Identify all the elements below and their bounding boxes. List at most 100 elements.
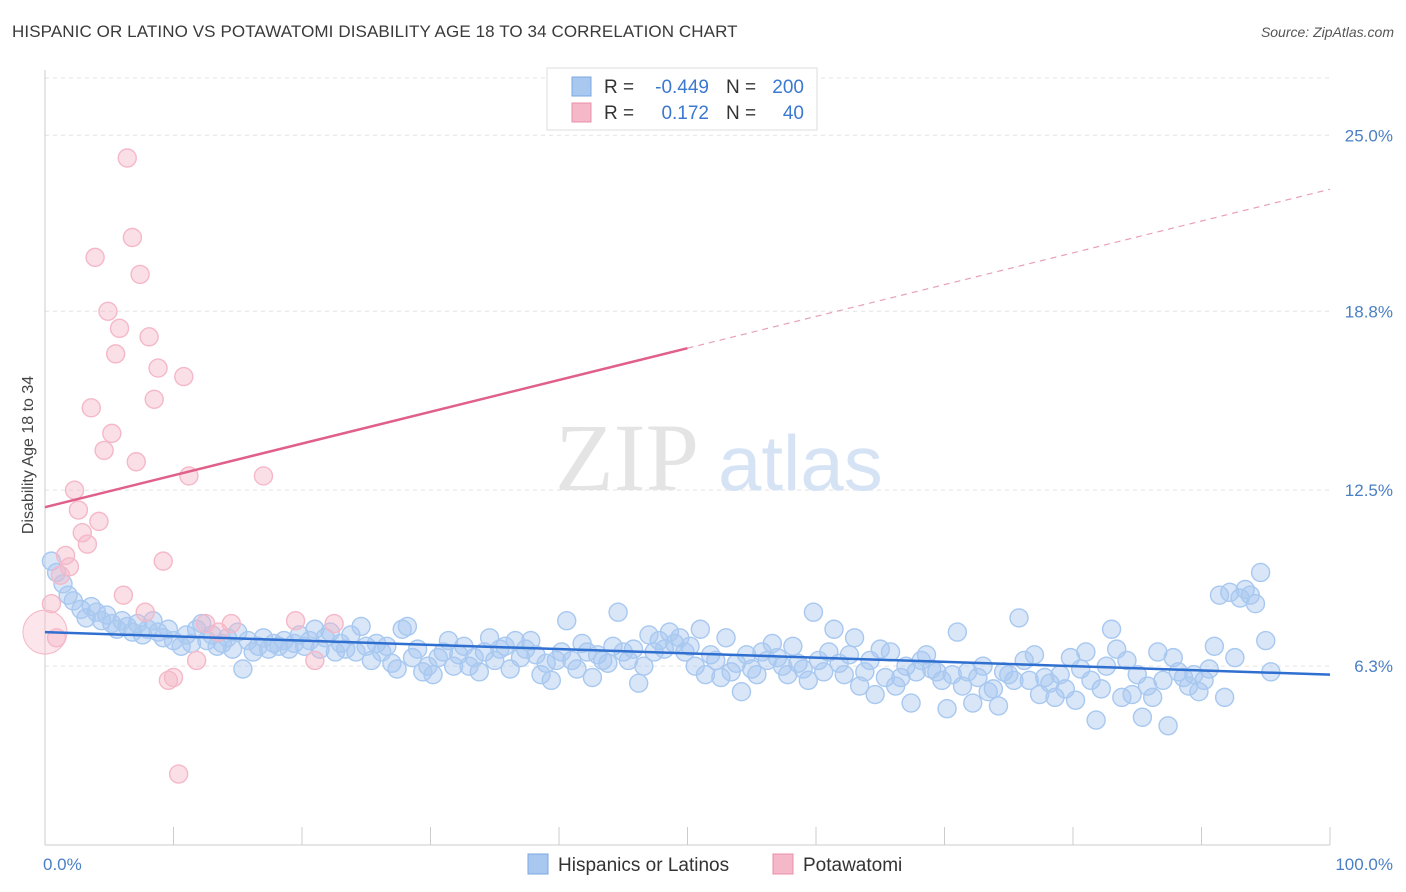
data-point [105, 344, 126, 364]
data-point [324, 613, 344, 634]
data-point [1199, 659, 1219, 679]
data-point [783, 636, 803, 656]
axes [44, 70, 1331, 846]
data-point [351, 616, 371, 637]
data-point [76, 608, 96, 628]
data-point [880, 642, 901, 662]
data-point [392, 619, 412, 639]
data-point [1076, 642, 1096, 662]
data-point [98, 301, 118, 322]
data-point [117, 148, 137, 168]
data-point [41, 551, 62, 571]
data-point [742, 659, 762, 679]
data-point [1009, 608, 1029, 628]
data-point [377, 636, 397, 656]
legend-n-label-1: N = [726, 103, 756, 124]
bottom-legend-swatch-hispanics [527, 853, 549, 875]
data-point [81, 596, 101, 617]
data-point [139, 327, 159, 347]
data-point [168, 764, 189, 784]
data-point [824, 619, 844, 639]
data-point [1024, 645, 1045, 665]
data-point [233, 659, 253, 679]
data-point [387, 659, 407, 679]
data-point [916, 645, 937, 665]
data-point [680, 636, 700, 656]
data-point [978, 682, 998, 702]
data-point [285, 611, 306, 631]
data-point [158, 619, 179, 639]
data-point [968, 667, 988, 688]
data-point [659, 622, 680, 642]
y-tick-labels: 6.3% 12.5% 18.8% 25.0% [1345, 126, 1393, 676]
data-point [557, 611, 577, 631]
data-point [855, 662, 875, 682]
legend-r-label-0: R = [604, 77, 634, 98]
data-point [81, 398, 101, 418]
watermark: ZIP atlas [555, 404, 883, 511]
data-point [1004, 670, 1024, 691]
data-point [1132, 707, 1153, 727]
legend-r-value-0: -0.449 [655, 77, 709, 98]
data-point [788, 653, 808, 674]
data-point [221, 613, 242, 634]
data-point [127, 613, 148, 634]
data-point [690, 619, 711, 639]
data-point [253, 628, 274, 648]
data-point [109, 318, 130, 339]
data-point [963, 693, 983, 713]
data-point [1035, 667, 1055, 688]
data-point [464, 647, 484, 668]
data-point [382, 653, 402, 674]
data-point [55, 545, 76, 566]
data-point [469, 662, 490, 682]
x-tick-label-min: 0.0% [43, 855, 82, 874]
legend-n-value-1: 40 [783, 103, 804, 124]
data-point [1189, 682, 1209, 702]
data-point [983, 679, 1004, 699]
data-point [423, 664, 443, 685]
y-tick-label: 25.0% [1345, 126, 1393, 145]
data-point [628, 673, 649, 693]
data-point [762, 633, 783, 654]
data-point [932, 670, 952, 691]
data-point [1250, 562, 1271, 583]
bottom-legend-swatch-potawatomi [772, 853, 794, 875]
data-point [798, 670, 818, 691]
data-point [1225, 647, 1245, 668]
data-point [122, 227, 143, 248]
data-point [1168, 662, 1189, 682]
data-point [41, 593, 62, 614]
data-point [731, 682, 752, 702]
data-point [148, 358, 168, 378]
legend-r-value-1: 0.172 [661, 103, 709, 124]
data-point [1117, 650, 1137, 671]
data-point [999, 664, 1019, 685]
data-point [130, 264, 150, 285]
legend-r-label-1: R = [604, 103, 634, 124]
y-tick-label: 6.3% [1354, 657, 1393, 676]
data-point [174, 366, 194, 387]
data-point [153, 551, 173, 571]
data-point [793, 659, 813, 679]
legend-swatch-potawatomi [571, 102, 592, 123]
data-point [238, 630, 258, 651]
watermark-atlas: atlas [718, 419, 883, 507]
data-point [102, 423, 122, 444]
source-label: Source: ZipAtlas.com [1260, 24, 1394, 40]
data-point [1122, 684, 1142, 705]
chart-title: HISPANIC OR LATINO VS POTAWATOMI DISABIL… [12, 22, 738, 41]
data-point [428, 647, 448, 668]
data-point [1163, 647, 1183, 668]
data-point [485, 650, 505, 671]
data-point [58, 585, 78, 605]
data-point [113, 585, 134, 605]
data-point [85, 247, 105, 268]
data-point [89, 511, 109, 532]
data-point [253, 466, 274, 486]
data-point [747, 664, 767, 685]
data-point [407, 639, 428, 659]
data-point [1142, 687, 1163, 708]
data-point [490, 639, 510, 659]
data-point [695, 664, 716, 685]
